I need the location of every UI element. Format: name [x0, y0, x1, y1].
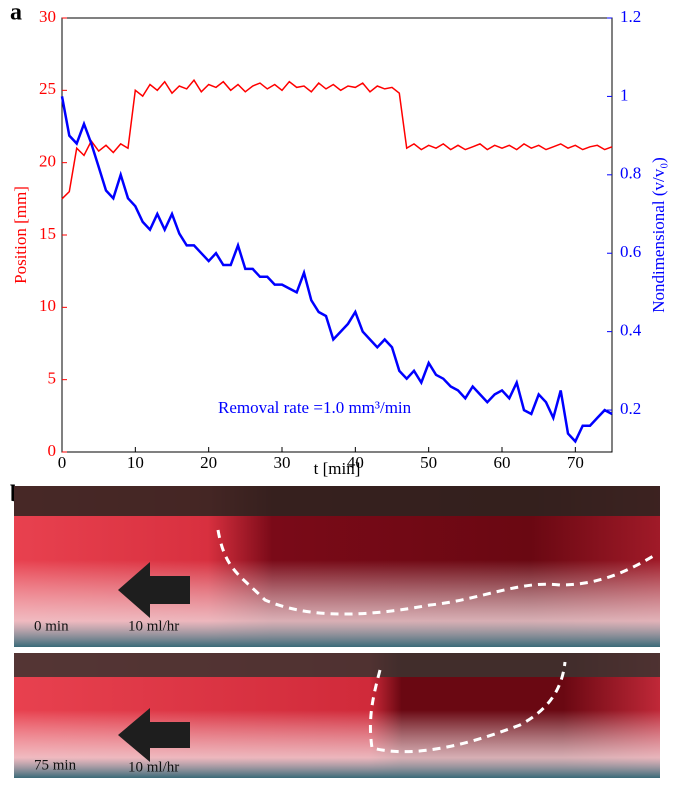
photo-time: 75 min: [34, 757, 77, 773]
y2-tick-label: 0.2: [620, 399, 641, 418]
y-tick-label: 10: [39, 296, 56, 315]
photo-time: 0 min: [34, 618, 69, 634]
y-tick-label: 15: [39, 224, 56, 243]
x-tick-label: 30: [274, 453, 291, 472]
y-tick-label: 0: [48, 441, 57, 460]
x-tick-label: 60: [494, 453, 511, 472]
x-tick-label: 70: [567, 453, 584, 472]
y-tick-label: 5: [48, 369, 57, 388]
y-tick-label: 20: [39, 152, 56, 171]
y-tick-label: 25: [39, 79, 56, 98]
y2-tick-label: 0.8: [620, 164, 641, 183]
y2-axis-label: Nondimensional (v/v₀): [649, 157, 668, 313]
y2-tick-label: 0.6: [620, 242, 641, 261]
x-tick-label: 20: [200, 453, 217, 472]
y2-tick-label: 1.2: [620, 7, 641, 26]
photo-flow: 10 ml/hr: [128, 759, 179, 775]
photo-flow: 10 ml/hr: [128, 618, 179, 634]
x-axis-label: t [min]: [314, 459, 361, 478]
data-line: [60, 96, 613, 444]
x-tick-label: 10: [127, 453, 144, 472]
y2-tick-label: 0.4: [620, 321, 642, 340]
y2-tick-label: 1: [620, 85, 629, 104]
panel-label: a: [10, 0, 22, 26]
photo: 0 min 10 ml/hr: [14, 486, 660, 647]
photo: 75 min 10 ml/hr: [14, 653, 660, 778]
data-line: [61, 78, 613, 200]
x-tick-label: 40: [347, 453, 364, 472]
y-tick-label: 30: [39, 7, 56, 26]
annotation: Removal rate =1.0 mm³/min: [218, 398, 412, 417]
plot-frame: [61, 17, 613, 453]
x-tick-label: 50: [420, 453, 437, 472]
x-tick-label: 0: [58, 453, 67, 472]
y-axis-label: Position [mm]: [11, 186, 30, 284]
